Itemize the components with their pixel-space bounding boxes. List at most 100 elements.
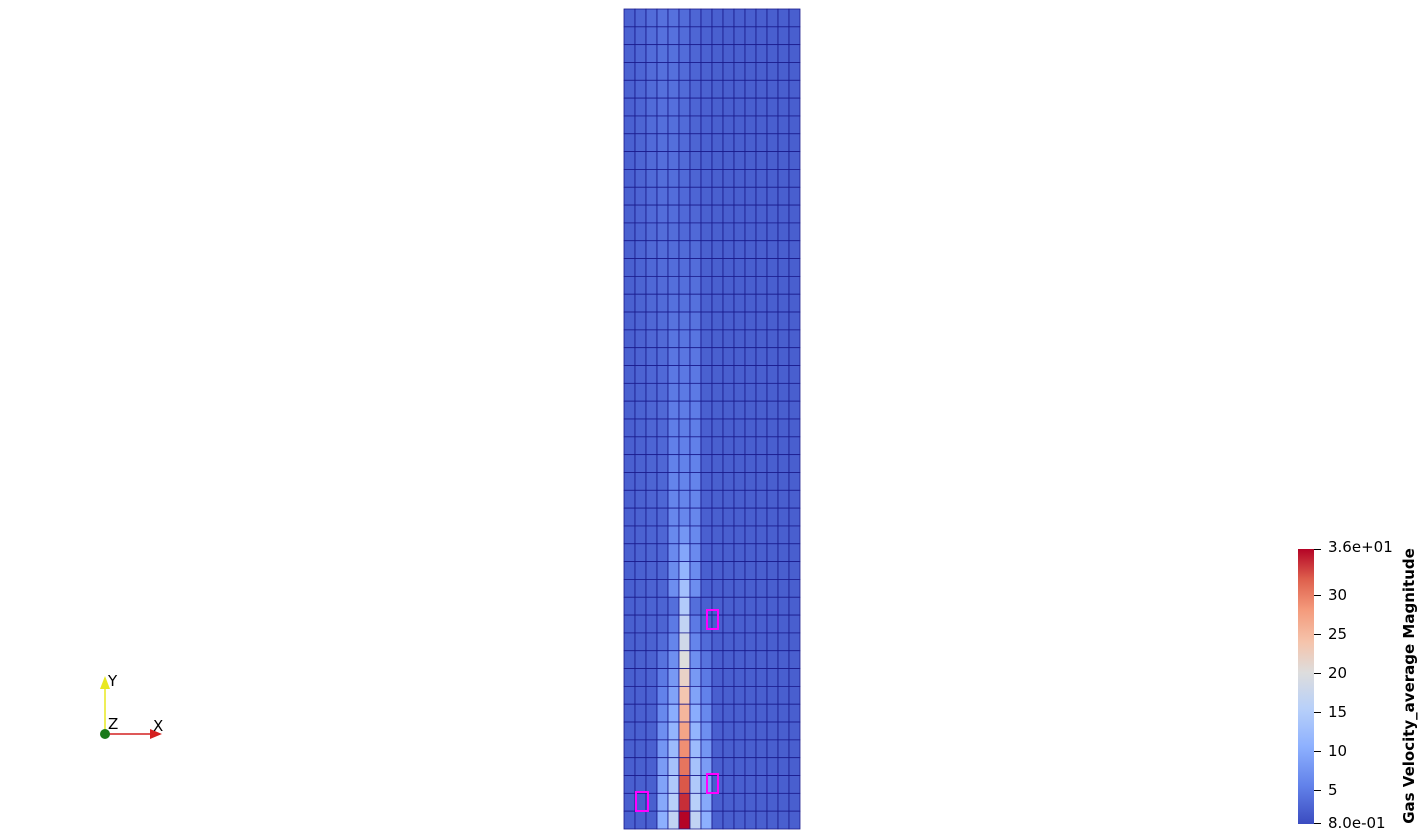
mesh-cell[interactable] (667, 418, 680, 438)
mesh-cell[interactable] (689, 650, 702, 669)
mesh-cell[interactable] (788, 721, 801, 741)
mesh-cell[interactable] (645, 775, 658, 794)
mesh-cell[interactable] (667, 8, 680, 28)
mesh-cell[interactable] (744, 579, 757, 598)
mesh-cell[interactable] (777, 169, 790, 188)
mesh-cell[interactable] (711, 79, 724, 99)
mesh-cell[interactable] (623, 561, 636, 580)
mesh-cell[interactable] (645, 8, 658, 28)
mesh-cell[interactable] (689, 151, 702, 170)
mesh-cell[interactable] (711, 703, 724, 723)
mesh-cell[interactable] (634, 44, 647, 63)
mesh-cell[interactable] (700, 382, 713, 402)
mesh-cell[interactable] (733, 365, 746, 384)
mesh-cell[interactable] (777, 472, 790, 491)
mesh-cell[interactable] (788, 739, 801, 759)
mesh-cell[interactable] (700, 579, 713, 598)
mesh-cell[interactable] (667, 382, 680, 402)
mesh-cell[interactable] (656, 632, 669, 652)
mesh-cell[interactable] (689, 329, 702, 349)
mesh-cell[interactable] (623, 614, 636, 634)
mesh-cell[interactable] (656, 115, 669, 135)
mesh-cell[interactable] (645, 347, 658, 366)
mesh-cell[interactable] (733, 151, 746, 170)
mesh-cell[interactable] (755, 561, 768, 580)
mesh-cell[interactable] (766, 382, 779, 402)
mesh-cell[interactable] (667, 703, 680, 723)
mesh-cell[interactable] (700, 311, 713, 331)
mesh-cell[interactable] (733, 543, 746, 563)
mesh-cell[interactable] (733, 275, 746, 295)
mesh-cell[interactable] (678, 26, 691, 46)
mesh-cell[interactable] (634, 614, 647, 634)
mesh-cell[interactable] (645, 757, 658, 776)
mesh-cell[interactable] (667, 79, 680, 99)
mesh-cell[interactable] (656, 204, 669, 224)
mesh-cell[interactable] (689, 311, 702, 331)
mesh-cell[interactable] (667, 721, 680, 741)
mesh-cell[interactable] (634, 8, 647, 28)
mesh-cell[interactable] (711, 650, 724, 669)
mesh-cell[interactable] (777, 8, 790, 28)
mesh-cell[interactable] (744, 311, 757, 331)
mesh-cell[interactable] (755, 792, 768, 812)
mesh-cell[interactable] (711, 418, 724, 438)
mesh-cell[interactable] (645, 169, 658, 188)
mesh-cell[interactable] (689, 454, 702, 473)
mesh-cell[interactable] (645, 62, 658, 81)
mesh-cell[interactable] (656, 489, 669, 509)
mesh-cell[interactable] (689, 240, 702, 259)
mesh-cell[interactable] (689, 579, 702, 598)
mesh-cell[interactable] (788, 204, 801, 224)
mesh-cell[interactable] (777, 222, 790, 242)
mesh-cell[interactable] (645, 436, 658, 456)
mesh-cell[interactable] (777, 79, 790, 99)
mesh-cell[interactable] (678, 97, 691, 117)
mesh-cell[interactable] (755, 258, 768, 277)
mesh-cell[interactable] (689, 739, 702, 759)
mesh-cell[interactable] (645, 614, 658, 634)
mesh-cell[interactable] (733, 757, 746, 776)
mesh-cell[interactable] (711, 632, 724, 652)
mesh-cell[interactable] (777, 507, 790, 527)
mesh-cell[interactable] (645, 382, 658, 402)
mesh-cell[interactable] (777, 204, 790, 224)
mesh-cell[interactable] (722, 418, 735, 438)
mesh-cell[interactable] (623, 347, 636, 366)
mesh-cell[interactable] (722, 472, 735, 491)
mesh-cell[interactable] (755, 721, 768, 741)
mesh-cell[interactable] (766, 596, 779, 616)
mesh-cell[interactable] (678, 810, 691, 830)
mesh-cell[interactable] (700, 365, 713, 384)
mesh-cell[interactable] (656, 757, 669, 776)
mesh-cell[interactable] (744, 792, 757, 812)
mesh-cell[interactable] (766, 685, 779, 705)
mesh-cell[interactable] (656, 472, 669, 491)
mesh-cell[interactable] (766, 186, 779, 206)
mesh-cell[interactable] (733, 8, 746, 28)
mesh-cell[interactable] (667, 240, 680, 259)
mesh-cell[interactable] (645, 275, 658, 295)
mesh-cell[interactable] (788, 561, 801, 580)
mesh-cell[interactable] (722, 489, 735, 509)
mesh-cell[interactable] (689, 293, 702, 313)
mesh-cell[interactable] (678, 721, 691, 741)
mesh-cell[interactable] (744, 347, 757, 366)
mesh-cell[interactable] (788, 525, 801, 545)
mesh-cell[interactable] (766, 739, 779, 759)
mesh-cell[interactable] (722, 275, 735, 295)
mesh-cell[interactable] (755, 650, 768, 669)
mesh-cell[interactable] (656, 62, 669, 81)
mesh-cell[interactable] (733, 472, 746, 491)
mesh-cell[interactable] (678, 275, 691, 295)
mesh-cell[interactable] (678, 632, 691, 652)
mesh-cell[interactable] (711, 347, 724, 366)
mesh-cell[interactable] (656, 133, 669, 153)
mesh-cell[interactable] (744, 365, 757, 384)
mesh-cell[interactable] (623, 668, 636, 687)
mesh-cell[interactable] (700, 507, 713, 527)
mesh-cell[interactable] (766, 792, 779, 812)
mesh-cell[interactable] (733, 614, 746, 634)
mesh-cell[interactable] (777, 186, 790, 206)
mesh-cell[interactable] (733, 792, 746, 812)
